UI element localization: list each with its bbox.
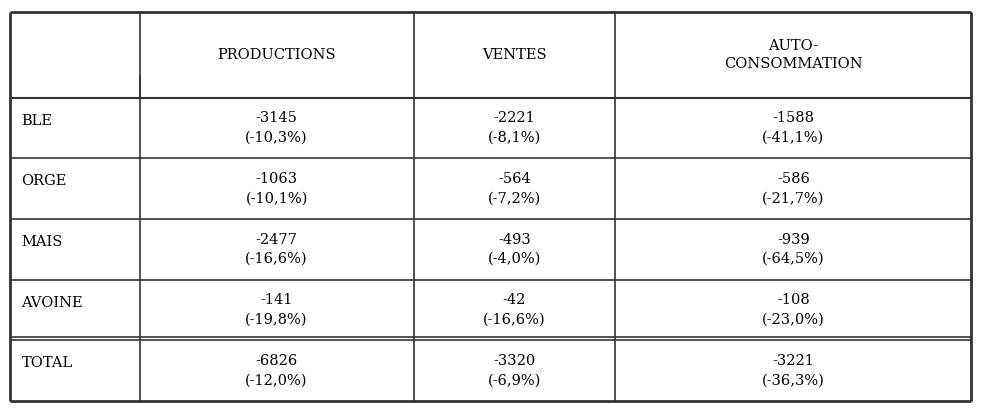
Text: ORGE: ORGE — [22, 174, 67, 189]
Text: -939
(-64,5%): -939 (-64,5%) — [762, 233, 825, 266]
Text: -3221
(-36,3%): -3221 (-36,3%) — [762, 354, 825, 387]
Text: -1588
(-41,1%): -1588 (-41,1%) — [762, 111, 824, 145]
Text: TOTAL: TOTAL — [22, 356, 73, 370]
Text: -42
(-16,6%): -42 (-16,6%) — [484, 293, 545, 327]
Text: -564
(-7,2%): -564 (-7,2%) — [488, 172, 542, 205]
Text: AVOINE: AVOINE — [22, 296, 83, 310]
Text: -6826
(-12,0%): -6826 (-12,0%) — [245, 354, 308, 387]
Text: VENTES: VENTES — [483, 48, 546, 62]
Text: AUTO-
CONSOMMATION: AUTO- CONSOMMATION — [724, 39, 862, 71]
Text: -586
(-21,7%): -586 (-21,7%) — [762, 172, 824, 205]
Text: -3145
(-10,3%): -3145 (-10,3%) — [245, 111, 308, 145]
Text: -3320
(-6,9%): -3320 (-6,9%) — [488, 354, 542, 387]
Text: BLE: BLE — [22, 114, 53, 128]
Text: -141
(-19,8%): -141 (-19,8%) — [245, 293, 308, 327]
Text: -1063
(-10,1%): -1063 (-10,1%) — [245, 172, 308, 205]
Text: -493
(-4,0%): -493 (-4,0%) — [488, 233, 542, 266]
Text: -2221
(-8,1%): -2221 (-8,1%) — [488, 111, 542, 145]
Text: -2477
(-16,6%): -2477 (-16,6%) — [245, 233, 308, 266]
Text: MAIS: MAIS — [22, 235, 63, 249]
Text: -108
(-23,0%): -108 (-23,0%) — [762, 293, 825, 327]
Text: PRODUCTIONS: PRODUCTIONS — [217, 48, 336, 62]
